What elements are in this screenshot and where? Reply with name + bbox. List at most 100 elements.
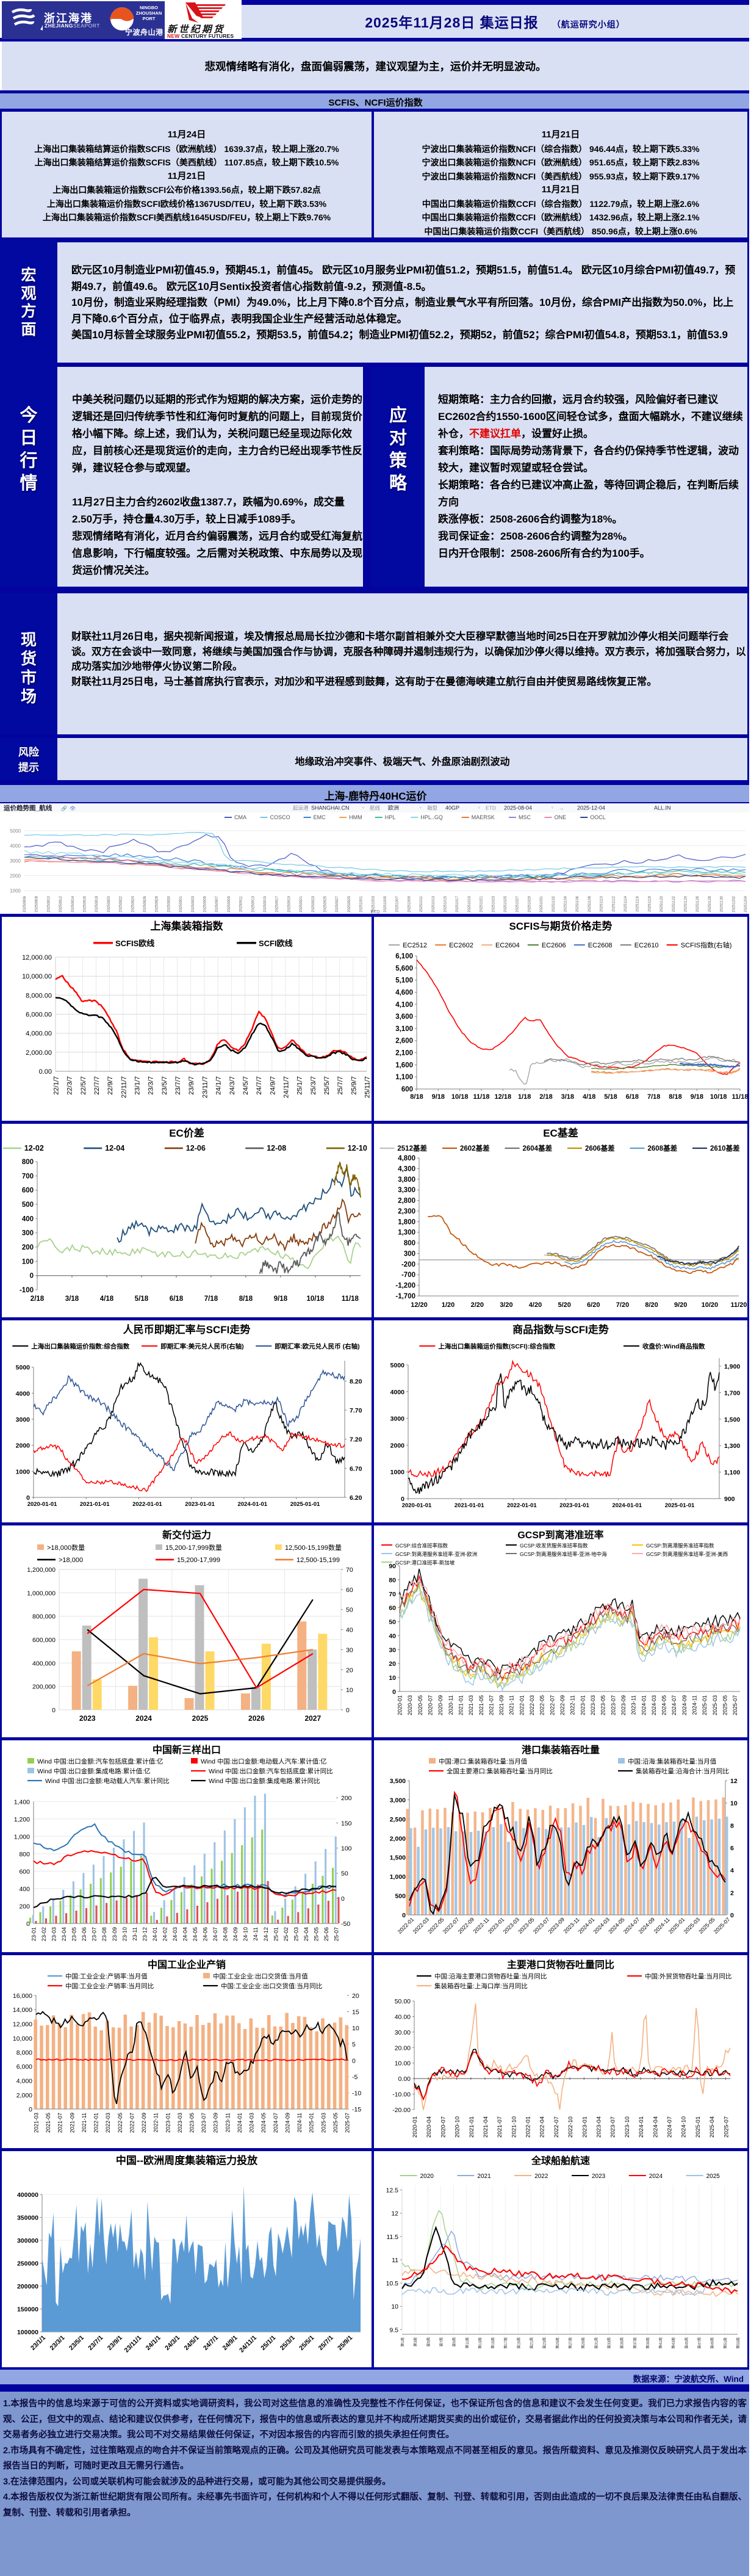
svg-text:2024-09: 2024-09 xyxy=(284,2113,290,2133)
svg-text:GCSP:港口准班率-新加坡: GCSP:港口准班率-新加坡 xyxy=(395,1560,455,1566)
svg-text:2024-01: 2024-01 xyxy=(638,2116,645,2138)
svg-text:第41周: 第41周 xyxy=(658,2337,663,2349)
svg-text:20251116: 20251116 xyxy=(636,895,640,911)
svg-text:-100: -100 xyxy=(20,1287,34,1294)
svg-text:150000: 150000 xyxy=(17,2306,38,2314)
svg-text:10.5: 10.5 xyxy=(386,2280,399,2287)
svg-text:20251007: 20251007 xyxy=(396,895,400,912)
svg-text:10.00: 10.00 xyxy=(395,2060,411,2068)
svg-text:人民币即期汇率与SCFI走势: 人民币即期汇率与SCFI走势 xyxy=(123,1323,251,1336)
svg-text:20251009: 20251009 xyxy=(408,895,411,912)
svg-text:2024-07: 2024-07 xyxy=(666,2116,673,2138)
svg-text:🔗: 🔗 xyxy=(61,805,67,811)
svg-text:1,000,000: 1,000,000 xyxy=(27,1590,56,1597)
svg-text:2020: 2020 xyxy=(420,2173,434,2180)
svg-text:10: 10 xyxy=(352,2025,359,2032)
svg-text:EC基差: EC基差 xyxy=(543,1127,578,1139)
svg-text:20251015: 20251015 xyxy=(444,895,448,912)
svg-text:24-02: 24-02 xyxy=(162,1927,168,1941)
svg-text:20250905: 20250905 xyxy=(204,895,207,912)
svg-text:6.70: 6.70 xyxy=(350,1465,362,1472)
svg-text:2022-09: 2022-09 xyxy=(141,2113,147,2133)
svg-text:100000: 100000 xyxy=(17,2329,38,2336)
svg-text:1,300: 1,300 xyxy=(724,1442,740,1450)
svg-text:20250903: 20250903 xyxy=(192,895,195,912)
svg-text:第53周: 第53周 xyxy=(736,2337,741,2349)
svg-text:ETD: ETD xyxy=(486,805,496,811)
svg-text:10: 10 xyxy=(730,1800,738,1807)
svg-text:23-05: 23-05 xyxy=(71,1927,77,1941)
svg-text:Wind 中国:出口金额:集成电路:累计值:亿: Wind 中国:出口金额:集成电路:累计值:亿 xyxy=(37,1767,151,1775)
svg-text:2000: 2000 xyxy=(390,1442,405,1449)
svg-text:-10.00: -10.00 xyxy=(392,2091,411,2099)
svg-text:7/20: 7/20 xyxy=(616,1301,629,1309)
svg-text:2023-07: 2023-07 xyxy=(201,2113,207,2133)
svg-text:500: 500 xyxy=(22,1201,34,1209)
svg-text:800: 800 xyxy=(22,1159,34,1166)
svg-text:22/3/7: 22/3/7 xyxy=(66,1076,74,1095)
svg-text:第13周: 第13周 xyxy=(478,2337,483,2349)
svg-text:中国:沿海主要港口货物吞吐量:当月同比: 中国:沿海主要港口货物吞吐量:当月同比 xyxy=(434,1972,547,1980)
svg-text:-1,700: -1,700 xyxy=(395,1293,415,1300)
svg-text:9/18: 9/18 xyxy=(691,1093,703,1101)
svg-text:2023-05: 2023-05 xyxy=(600,1695,606,1715)
svg-text:12-08: 12-08 xyxy=(267,1144,286,1152)
svg-text:集装箱吞吐量:上海口岸:当月同比: 集装箱吞吐量:上海口岸:当月同比 xyxy=(434,1982,528,1990)
svg-text:24/1/7: 24/1/7 xyxy=(215,1076,223,1095)
svg-text:2024-03: 2024-03 xyxy=(651,1695,657,1715)
svg-text:11/18: 11/18 xyxy=(342,1295,359,1303)
svg-text:2022-07: 2022-07 xyxy=(549,1695,555,1715)
svg-text:2020-04: 2020-04 xyxy=(426,2116,433,2138)
svg-text:2021-05: 2021-05 xyxy=(45,2113,51,2133)
svg-text:24-11: 24-11 xyxy=(253,1927,259,1941)
svg-text:70: 70 xyxy=(389,1591,396,1598)
svg-text:2021-04: 2021-04 xyxy=(483,2116,489,2138)
svg-text:20.00: 20.00 xyxy=(395,2044,411,2052)
svg-text:中国:沿海:集装箱吞吐量:当月值: 中国:沿海:集装箱吞吐量:当月值 xyxy=(628,1757,717,1765)
svg-text:3000: 3000 xyxy=(390,1416,405,1423)
svg-text:20250923: 20250923 xyxy=(312,895,315,912)
svg-text:ONE: ONE xyxy=(555,814,567,820)
svg-text:2024-09: 2024-09 xyxy=(681,1695,688,1715)
svg-text:12,500-15,199数量: 12,500-15,199数量 xyxy=(285,1544,342,1552)
svg-text:24-12: 24-12 xyxy=(263,1927,269,1941)
svg-text:400000: 400000 xyxy=(17,2191,38,2199)
svg-text:上海出口集装箱运价指数(SCFI):综合指数: 上海出口集装箱运价指数(SCFI):综合指数 xyxy=(438,1342,555,1350)
svg-text:10,000.00: 10,000.00 xyxy=(22,973,52,980)
svg-text:0: 0 xyxy=(26,1494,30,1502)
svg-text:6: 6 xyxy=(730,1845,734,1852)
svg-text:2024-10: 2024-10 xyxy=(681,2116,688,2138)
svg-text:SHANGHAI.CN: SHANGHAI.CN xyxy=(311,805,350,811)
svg-text:8/18: 8/18 xyxy=(239,1295,253,1303)
svg-text:25-01: 25-01 xyxy=(273,1927,279,1941)
svg-text:2022-05: 2022-05 xyxy=(117,2113,123,2133)
svg-text:15,200-17,999: 15,200-17,999 xyxy=(177,1557,220,1564)
svg-text:2023-07: 2023-07 xyxy=(610,1695,616,1715)
svg-text:2020-11: 2020-11 xyxy=(448,1695,454,1715)
svg-text:24-03: 24-03 xyxy=(172,1927,178,1941)
svg-text:12/20: 12/20 xyxy=(411,1301,428,1309)
svg-text:2024: 2024 xyxy=(135,1714,152,1723)
svg-text:4,800: 4,800 xyxy=(398,1155,415,1162)
svg-text:10/18: 10/18 xyxy=(710,1093,727,1101)
svg-text:2023-01: 2023-01 xyxy=(165,2113,171,2133)
svg-text:中国:工业企业:产销率:当月值: 中国:工业企业:产销率:当月值 xyxy=(65,1972,148,1980)
svg-text:3/18: 3/18 xyxy=(561,1093,574,1101)
svg-text:30: 30 xyxy=(389,1646,396,1654)
svg-text:2023: 2023 xyxy=(592,2173,606,2180)
svg-text:300: 300 xyxy=(22,1230,34,1237)
svg-text:Wind 中国:出口金额:电动载人汽车:累计同比: Wind 中国:出口金额:电动载人汽车:累计同比 xyxy=(45,1777,170,1785)
svg-text:23/9/7: 23/9/7 xyxy=(188,1076,195,1095)
svg-text:10,000: 10,000 xyxy=(13,2035,32,2042)
svg-text:24/7/7: 24/7/7 xyxy=(256,1076,263,1095)
svg-text:4,000.00: 4,000.00 xyxy=(26,1030,52,1038)
svg-text:20250814: 20250814 xyxy=(71,895,75,912)
svg-text:23/7/7: 23/7/7 xyxy=(174,1076,182,1095)
svg-text:3,600: 3,600 xyxy=(395,1013,413,1021)
svg-text:GCSP:综合准班率指数: GCSP:综合准班率指数 xyxy=(395,1543,448,1549)
svg-text:8/18: 8/18 xyxy=(410,1093,423,1101)
svg-text:12: 12 xyxy=(730,1778,738,1785)
svg-text:2026: 2026 xyxy=(248,1714,265,1723)
svg-text:2020-10: 2020-10 xyxy=(455,2116,461,2138)
svg-text:4/18: 4/18 xyxy=(583,1093,595,1101)
